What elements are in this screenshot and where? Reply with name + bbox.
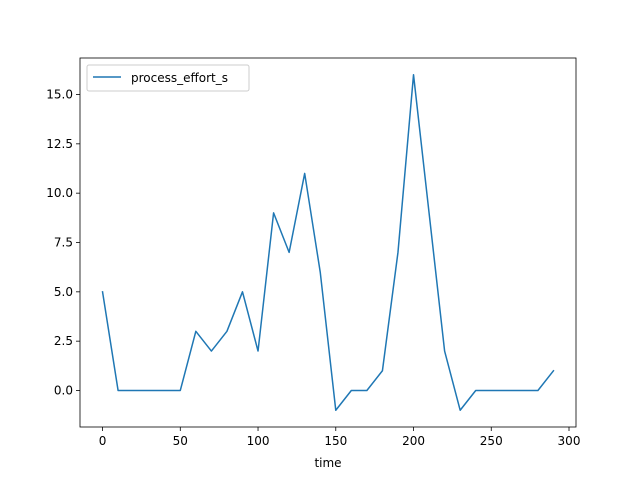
legend: process_effort_s xyxy=(86,64,250,92)
x-tick-label: 100 xyxy=(247,434,270,448)
plot-area xyxy=(80,58,576,427)
x-tick-label: 250 xyxy=(480,434,503,448)
y-axis: 0.0 2.5 5.0 7.5 10.0 12.5 15.0 xyxy=(46,88,80,397)
x-tick-label: 300 xyxy=(558,434,581,448)
x-tick-label: 200 xyxy=(402,434,425,448)
x-axis: 0 50 100 150 200 250 300 xyxy=(99,427,581,448)
y-tick-label: 15.0 xyxy=(46,88,73,102)
y-tick-label: 2.5 xyxy=(54,334,73,348)
series-layer xyxy=(101,74,555,411)
x-tick-label: 150 xyxy=(324,434,347,448)
y-tick-label: 0.0 xyxy=(54,383,73,397)
legend-box xyxy=(86,64,250,92)
x-axis-label: time xyxy=(314,456,341,470)
x-tick-label: 50 xyxy=(173,434,188,448)
y-tick-label: 10.0 xyxy=(46,186,73,200)
x-tick-label: 0 xyxy=(99,434,107,448)
y-tick-label: 5.0 xyxy=(54,285,73,299)
y-tick-label: 12.5 xyxy=(46,137,73,151)
legend-entry-label: process_effort_s xyxy=(131,71,228,85)
y-tick-label: 7.5 xyxy=(54,236,73,250)
series-line-process-effort-s xyxy=(101,74,555,411)
